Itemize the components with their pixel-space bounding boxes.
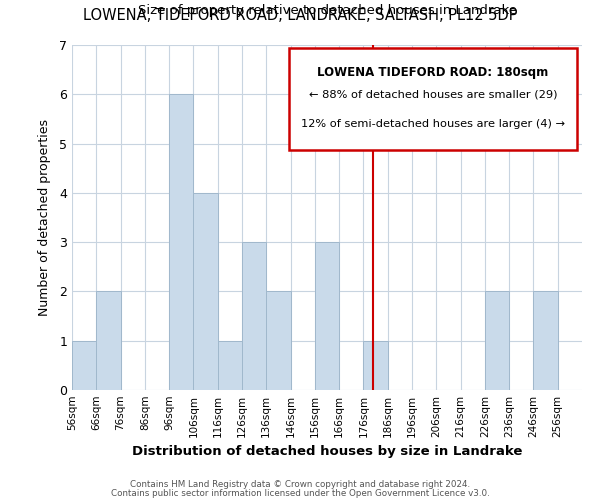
Text: LOWENA, TIDEFORD ROAD, LANDRAKE, SALTASH, PL12 5DP: LOWENA, TIDEFORD ROAD, LANDRAKE, SALTASH… (83, 8, 517, 22)
Bar (169, 94, 193, 390)
Bar (242, 242, 266, 390)
Y-axis label: Number of detached properties: Number of detached properties (38, 119, 51, 316)
Bar (72, 340, 96, 390)
Bar (485, 292, 509, 390)
Bar (533, 292, 558, 390)
Text: 12% of semi-detached houses are larger (4) →: 12% of semi-detached houses are larger (… (301, 119, 565, 129)
Text: ← 88% of detached houses are smaller (29): ← 88% of detached houses are smaller (29… (308, 90, 557, 100)
Bar (193, 193, 218, 390)
Text: Contains public sector information licensed under the Open Government Licence v3: Contains public sector information licen… (110, 488, 490, 498)
Text: Contains HM Land Registry data © Crown copyright and database right 2024.: Contains HM Land Registry data © Crown c… (130, 480, 470, 489)
Bar (266, 292, 290, 390)
X-axis label: Distribution of detached houses by size in Landrake: Distribution of detached houses by size … (132, 446, 522, 458)
Title: Size of property relative to detached houses in Landrake: Size of property relative to detached ho… (137, 4, 517, 18)
Bar (218, 340, 242, 390)
Text: LOWENA TIDEFORD ROAD: 180sqm: LOWENA TIDEFORD ROAD: 180sqm (317, 66, 548, 78)
Bar (315, 242, 339, 390)
FancyBboxPatch shape (289, 48, 577, 150)
Bar (364, 340, 388, 390)
Bar (96, 292, 121, 390)
